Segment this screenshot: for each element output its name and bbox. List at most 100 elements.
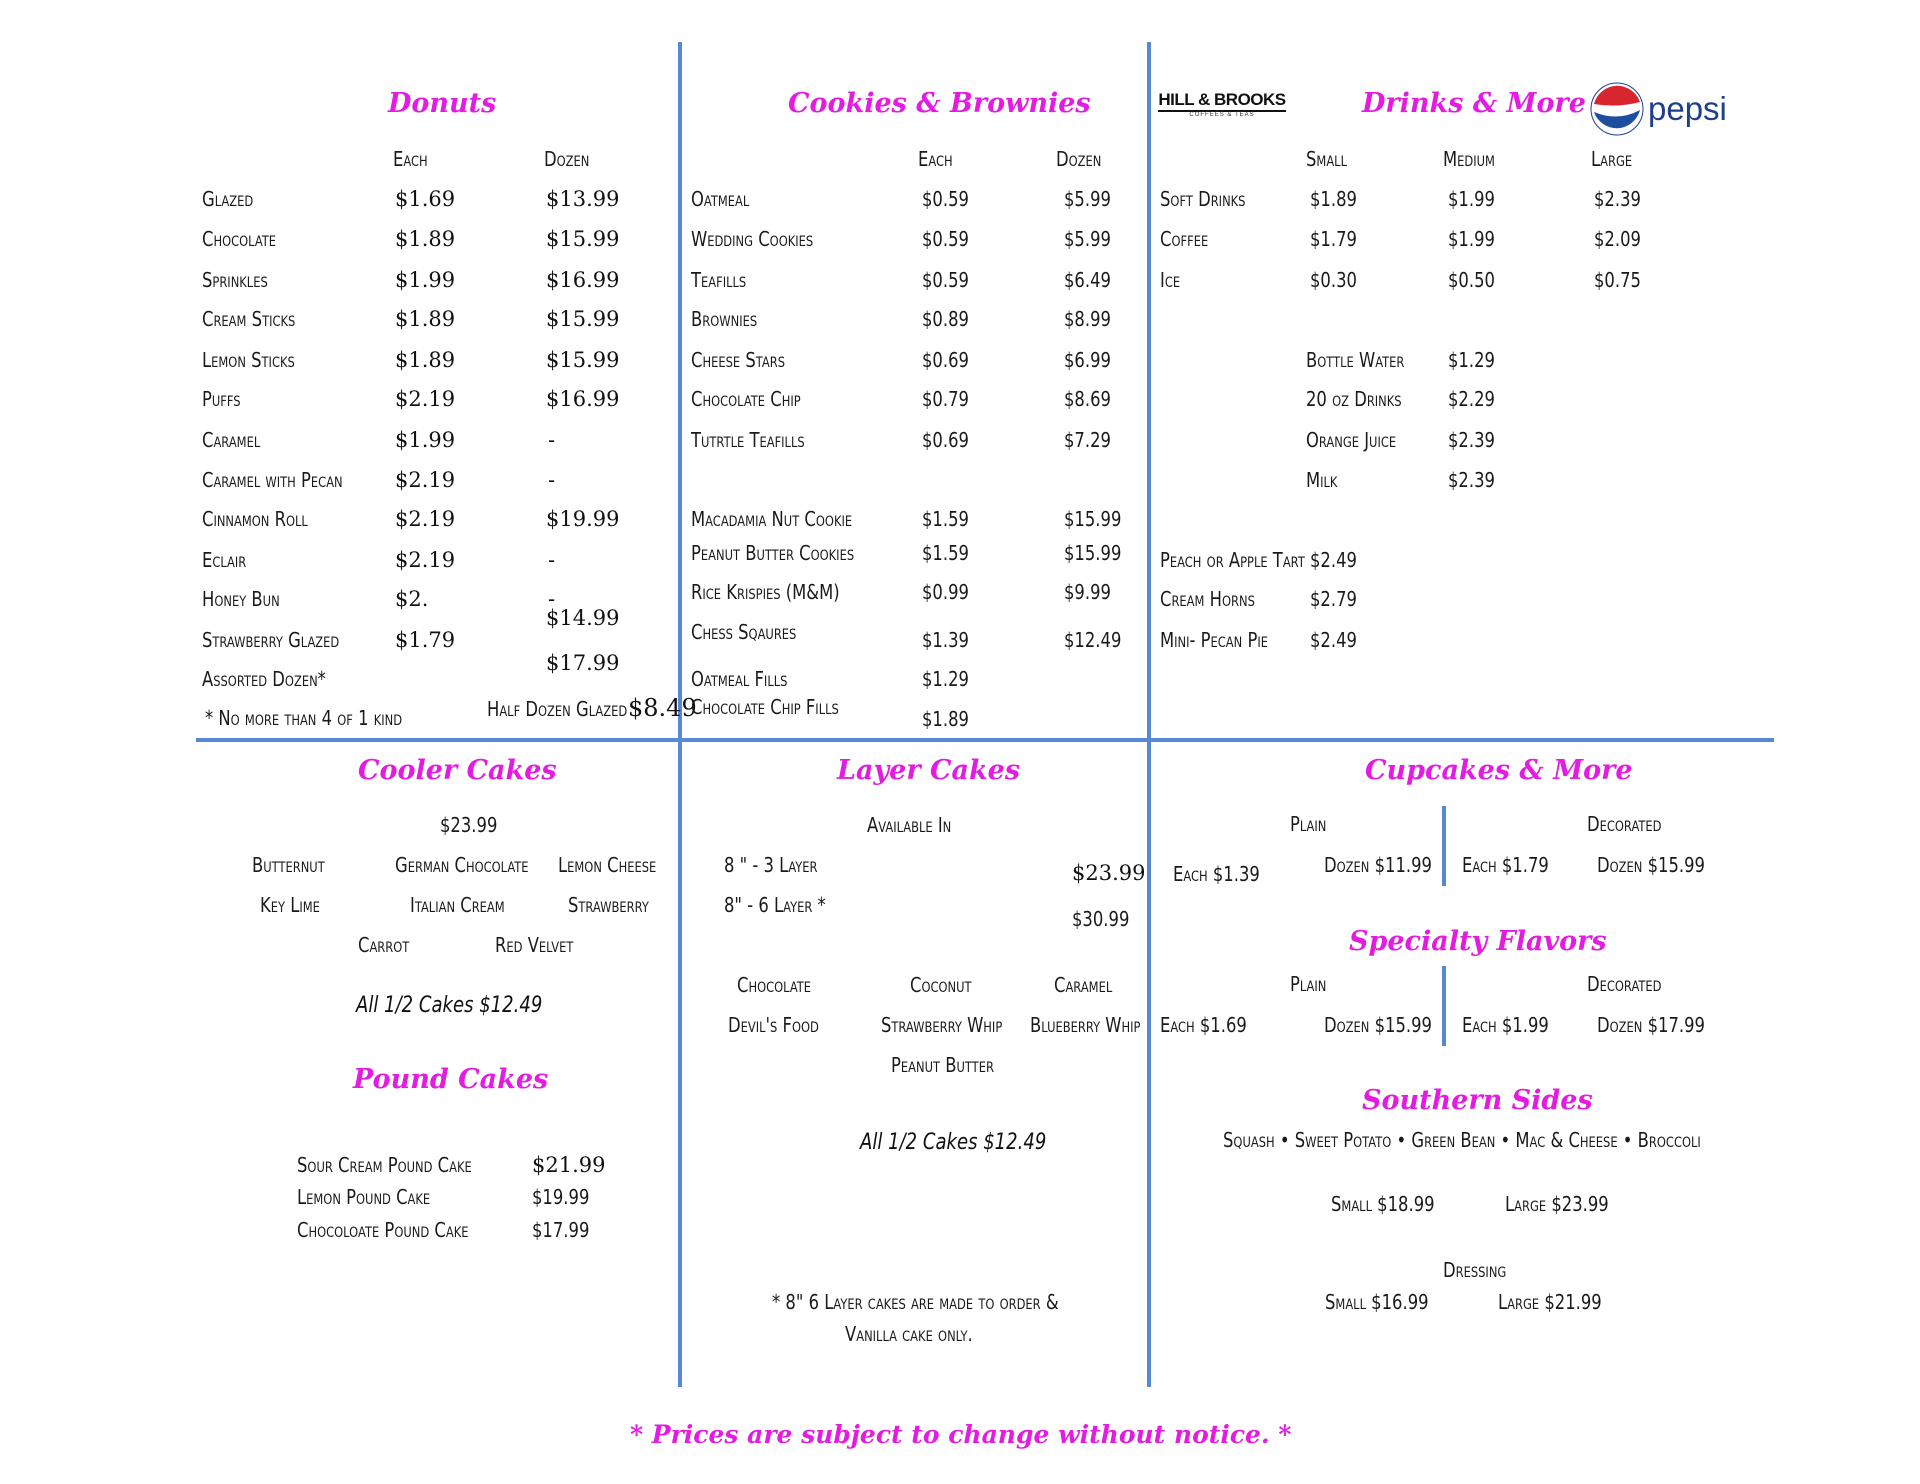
- donuts-note: * No more than 4 of 1 kind: [205, 706, 403, 730]
- layer-title: Layer Cakes: [837, 755, 1021, 786]
- specialty-plain: Plain: [1290, 972, 1327, 996]
- donut-name: Lemon Sticks: [202, 348, 295, 372]
- cookie-name: Chocolate Chip: [691, 387, 801, 411]
- cookie-name: Oatmeal Fills: [691, 667, 788, 691]
- drink-other-price: $2.39: [1448, 428, 1495, 452]
- specialty-divider: [1442, 966, 1446, 1046]
- donut-each: $1.79: [395, 628, 456, 652]
- cookie-name: Peanut Butter Cookies: [691, 541, 855, 565]
- drink-medium: $0.50: [1448, 268, 1495, 292]
- layer-size-name: 8 " - 3 Layer: [724, 853, 818, 877]
- pound-name: Chocoloate Pound Cake: [297, 1218, 469, 1242]
- drinks-col-medium: Medium: [1443, 147, 1495, 171]
- cookie-name: Chess Sqaures: [691, 620, 797, 644]
- donut-name: Puffs: [202, 387, 241, 411]
- cookie-name: Rice Krispies (M&M): [691, 580, 840, 604]
- cookie-name: Chocolate Chip Fills: [691, 695, 839, 719]
- drink-small: $1.89: [1310, 187, 1357, 211]
- cookie-each: $1.59: [922, 541, 969, 565]
- layer-note-2: Vanilla cake only.: [845, 1322, 973, 1346]
- cookies-title: Cookies & Brownies: [788, 88, 1091, 119]
- drinks-col-small: Small: [1306, 147, 1347, 171]
- cookie-name: Oatmeal: [691, 187, 750, 211]
- cookie-each: $1.29: [922, 667, 969, 691]
- divider-horizontal: [196, 738, 1774, 742]
- donut-dozen: -: [548, 428, 556, 452]
- drink-large: $2.09: [1594, 227, 1641, 251]
- donut-name: Honey Bun: [202, 587, 280, 611]
- cookie-dozen: $15.99: [1064, 507, 1122, 531]
- donut-name: Caramel: [202, 428, 261, 452]
- cupcakes-plain: Plain: [1290, 812, 1327, 836]
- cookie-name: Macadamia Nut Cookie: [691, 507, 853, 531]
- donut-each: $1.89: [395, 227, 456, 251]
- cookie-each: $0.79: [922, 387, 969, 411]
- sides-dressing-large: Large $21.99: [1498, 1290, 1602, 1314]
- cupcakes-dec-each: Each $1.79: [1462, 853, 1549, 877]
- donut-name: Eclair: [202, 548, 247, 572]
- hill-brooks-logo: HILL & BROOKS COFFEES & TEAS: [1158, 90, 1286, 118]
- specialty-dec-each: Each $1.99: [1462, 1013, 1549, 1037]
- cooler-flavor: Red Velvet: [495, 933, 574, 957]
- donuts-title: Donuts: [388, 88, 497, 119]
- donut-each: $2.19: [395, 548, 456, 572]
- extra-name: Mini- Pecan Pie: [1160, 628, 1268, 652]
- donut-name: Cinnamon Roll: [202, 507, 308, 531]
- donut-dozen: $15.99: [546, 307, 620, 331]
- layer-flavor: Coconut: [910, 973, 972, 997]
- cookie-name: Tutrtle Teafills: [691, 428, 805, 452]
- cookie-dozen: $8.99: [1064, 307, 1111, 331]
- specialty-dec-dozen: Dozen $17.99: [1597, 1013, 1705, 1037]
- sides-dressing: Dressing: [1443, 1258, 1507, 1282]
- layer-flavor: Blueberry Whip: [1030, 1013, 1141, 1037]
- drink-other-name: 20 oz Drinks: [1306, 387, 1402, 411]
- drink-large: $0.75: [1594, 268, 1641, 292]
- cookie-each: $0.69: [922, 348, 969, 372]
- cupcakes-dec-dozen: Dozen $15.99: [1597, 853, 1705, 877]
- cookie-dozen: $5.99: [1064, 187, 1111, 211]
- donuts-col-dozen: Dozen: [544, 147, 590, 171]
- donut-dozen: $15.99: [546, 227, 620, 251]
- drink-other-price: $1.29: [1448, 348, 1495, 372]
- cookie-each: $0.59: [922, 187, 969, 211]
- cookie-each: $0.59: [922, 268, 969, 292]
- donut-each: $1.89: [395, 348, 456, 372]
- layer-size-price: $30.99: [1072, 907, 1130, 931]
- extra-name: Peach or Apple Tart: [1160, 548, 1305, 572]
- hill-brooks-logo-name: HILL & BROOKS: [1158, 90, 1286, 112]
- cupcakes-plain-dozen: Dozen $11.99: [1324, 853, 1432, 877]
- drink-medium: $1.99: [1448, 187, 1495, 211]
- pound-title: Pound Cakes: [353, 1064, 549, 1095]
- specialty-plain-each: Each $1.69: [1160, 1013, 1247, 1037]
- pound-name: Lemon Pound Cake: [297, 1185, 431, 1209]
- cookie-each: $0.69: [922, 428, 969, 452]
- donut-name: Caramel with Pecan: [202, 468, 343, 492]
- pound-price: $19.99: [532, 1185, 590, 1209]
- cupcakes-title: Cupcakes & More: [1365, 755, 1633, 786]
- cookie-each: $1.59: [922, 507, 969, 531]
- drinks-title: Drinks & More: [1362, 88, 1586, 119]
- pepsi-logo: pepsi: [1590, 82, 1727, 136]
- sides-list: Squash • Sweet Potato • Green Bean • Mac…: [1223, 1128, 1701, 1152]
- donut-dozen: $17.99: [546, 651, 620, 675]
- drink-medium: $1.99: [1448, 227, 1495, 251]
- cookie-dozen: $6.49: [1064, 268, 1111, 292]
- cookies-col-each: Each: [918, 147, 953, 171]
- donut-each: $1.89: [395, 307, 456, 331]
- cookie-each: $1.39: [922, 628, 969, 652]
- sides-large: Large $23.99: [1505, 1192, 1609, 1216]
- donut-name: Strawberry Glazed: [202, 628, 340, 652]
- donut-each: $1.99: [395, 268, 456, 292]
- drink-large: $2.39: [1594, 187, 1641, 211]
- layer-available: Available In: [867, 813, 952, 837]
- donut-dozen: $16.99: [546, 387, 620, 411]
- drink-other-price: $2.29: [1448, 387, 1495, 411]
- layer-flavor: Caramel: [1054, 973, 1113, 997]
- donut-dozen: $13.99: [546, 187, 620, 211]
- donut-name: Glazed: [202, 187, 254, 211]
- pepsi-globe-icon: [1590, 82, 1644, 136]
- donuts-col-each: Each: [393, 147, 428, 171]
- cooler-half: All 1/2 Cakes $12.49: [356, 993, 543, 1018]
- cupcakes-plain-each: Each $1.39: [1173, 862, 1260, 886]
- donut-dozen: $19.99: [546, 507, 620, 531]
